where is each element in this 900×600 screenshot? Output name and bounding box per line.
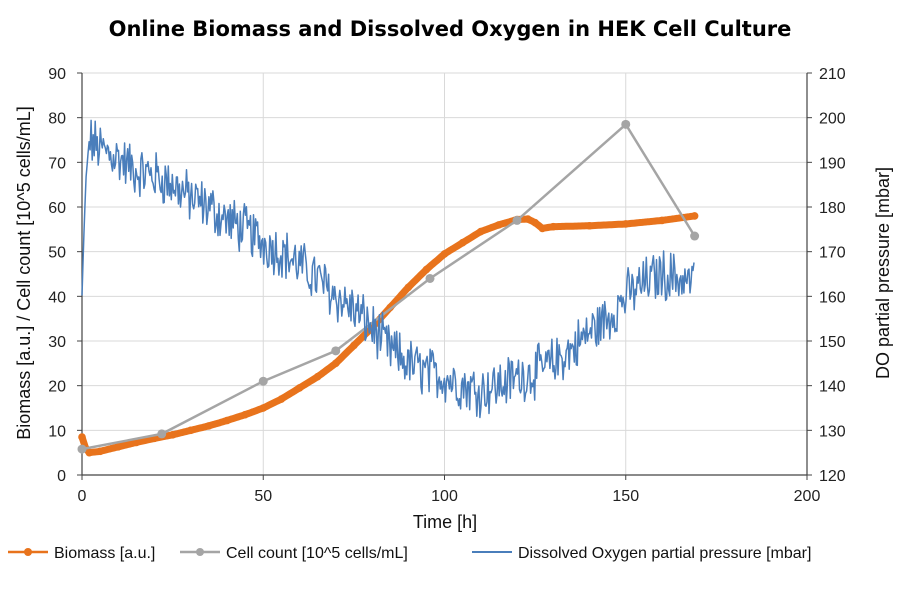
y-right-tick-label: 200 [819,111,846,128]
biomass-data-point [186,426,195,435]
x-tick-label: 0 [78,488,87,505]
biomass-data-point [440,250,449,258]
biomass-data-point [85,448,94,457]
biomass-data-point [422,265,431,274]
biomass-data-point [295,384,304,392]
y-left-tick-label: 20 [48,379,66,396]
biomass-data-point [259,404,268,412]
biomass-data-point [277,395,286,403]
y-left-tick-label: 0 [57,468,66,485]
x-tick-label: 200 [794,488,821,505]
biomass-data-point [658,216,666,225]
biomass-data-point [205,422,213,430]
y-right-tick-label: 160 [819,289,846,306]
biomass-data-point [331,359,340,368]
cell-count-data-point [621,119,631,129]
y-left-tick-label: 70 [48,155,66,172]
legend: Biomass [a.u.] Cell count [10^5 cells/mL]… [8,545,811,562]
y-right-tick-label: 150 [819,334,846,351]
y-right-tick-label: 210 [819,66,846,83]
cell-count-data-point [331,346,341,356]
y-right-tick-label: 140 [819,379,846,396]
biomass-data-point [458,238,467,247]
biomass-data-point [538,224,547,233]
series-layer [77,119,700,457]
y-axis-right-label: DO partial pressure [mbar] [873,167,893,379]
cell-count-series-line [81,122,696,451]
y-left-tick-label: 50 [48,245,66,262]
y-right-tick-label: 190 [819,155,846,172]
biomass-data-point [404,283,413,292]
y-left-tick-label: 90 [48,66,66,83]
biomass-data-point [690,212,699,220]
biomass-data-point [96,447,104,456]
biomass-data-point [132,438,141,447]
y-left-tick-label: 30 [48,334,66,351]
y-axis-left-label: Biomass [a.u.] / Cell count [10^5 cells/… [14,106,34,440]
y-left-tick-label: 80 [48,111,66,128]
legend-label: Biomass [a.u.] [54,545,155,562]
biomass-data-point [476,227,485,236]
tick-labels: 0 50 100 150 200 0 10 20 30 40 50 60 70 80 90 120 130 140… [48,66,846,505]
biomass-data-point [495,221,503,229]
x-tick-label: 100 [431,488,458,505]
biomass-data-point [524,215,532,223]
biomass-data-point [78,433,86,441]
cell-count-data-point [77,444,87,454]
biomass-data-point [223,416,231,425]
biomass-data-point [168,431,177,439]
biomass-data-point [350,341,358,350]
x-tick-label: 50 [254,488,272,505]
chart-title: Online Biomass and Dissolved Oxygen in H… [109,17,792,41]
biomass-data-point [549,222,558,231]
y-right-tick-label: 120 [819,468,846,485]
y-right-tick-label: 170 [819,245,846,262]
cell-count-data-point [512,215,522,225]
y-left-tick-label: 40 [48,289,66,306]
biomass-data-point [585,221,594,230]
do-series-line [81,119,695,419]
cell-count-data-point [258,376,268,386]
legend-swatch-marker [196,548,204,556]
y-left-tick-label: 10 [48,423,66,440]
gridlines [82,72,808,475]
legend-swatch-marker [24,548,32,556]
biomass-data-point [531,218,539,227]
y-right-tick-label: 130 [819,423,846,440]
cell-count-data-point [425,273,435,283]
x-tick-label: 150 [612,488,639,505]
cell-count-data-point [690,231,700,241]
biomass-data-point [313,372,322,381]
y-right-tick-label: 180 [819,200,846,217]
legend-label: Cell count [10^5 cells/mL] [226,545,408,562]
biomass-data-point [621,220,630,228]
legend-label: Dissolved Oxygen partial pressure [mbar] [518,545,811,562]
cell-count-data-point [157,429,167,439]
biomass-data-point [241,410,249,419]
biomass-data-point [114,443,123,451]
x-axis-label: Time [h] [413,512,477,532]
y-left-tick-label: 60 [48,200,66,217]
